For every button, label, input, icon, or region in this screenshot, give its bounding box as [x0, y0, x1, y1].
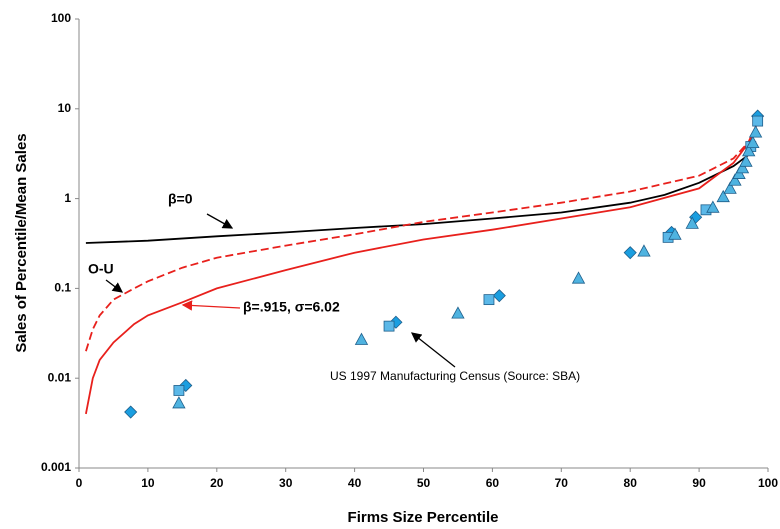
square-point	[173, 385, 185, 396]
annotation-arrow	[410, 332, 456, 368]
curve	[85, 149, 755, 244]
x-tick-label: 90	[692, 476, 706, 490]
triangle-point	[723, 181, 737, 194]
triangle-point	[748, 125, 763, 138]
x-tick-label: 10	[141, 476, 155, 490]
triangle-point	[668, 227, 682, 240]
y-axis-title: Sales of Percentile/Mean Sales	[13, 133, 30, 352]
triangle-point	[172, 396, 186, 409]
triangle-point	[354, 332, 369, 345]
triangle-point	[706, 200, 720, 213]
x-tick-label: 0	[76, 476, 83, 490]
triangle-point	[716, 189, 730, 203]
annotation-arrow	[206, 213, 234, 229]
triangle-point	[685, 216, 699, 229]
curve	[85, 122, 759, 415]
curve	[85, 135, 755, 352]
square-point	[752, 115, 764, 127]
triangle-point	[746, 135, 760, 149]
triangle-point	[739, 154, 753, 167]
diamond-point	[492, 289, 506, 303]
triangle-point	[742, 144, 756, 157]
x-tick-label: 20	[210, 476, 224, 490]
diamond-point	[623, 246, 637, 260]
y-tick-label: 10	[58, 101, 72, 115]
y-tick-label: 0.1	[54, 281, 71, 295]
y-tick-label: 0.001	[41, 460, 71, 474]
x-tick-label: 70	[555, 476, 569, 490]
y-tick-label: 1	[64, 191, 71, 205]
square-point	[383, 320, 395, 332]
diamond-point	[124, 405, 138, 419]
diamond-point	[179, 378, 193, 393]
annotation: β=.915, σ=6.02	[243, 299, 340, 315]
annotation-arrow	[105, 279, 124, 293]
triangle-point	[637, 244, 651, 257]
x-tick-label: 30	[279, 476, 293, 490]
x-tick-label: 60	[486, 476, 500, 490]
y-tick-label: 0.01	[48, 370, 72, 384]
x-tick-label: 100	[758, 476, 778, 490]
annotation: O-U	[88, 261, 114, 277]
annotation: US 1997 Manufacturing Census (Source: SB…	[330, 369, 580, 383]
x-tick-label: 80	[624, 476, 638, 490]
triangle-point	[451, 306, 465, 319]
triangle-point	[571, 271, 586, 284]
triangle-point	[728, 173, 742, 186]
y-tick-label: 100	[51, 11, 71, 25]
x-tick-label: 50	[417, 476, 431, 490]
x-axis-title: Firms Size Percentile	[348, 509, 499, 526]
triangle-point	[735, 161, 750, 174]
square-point	[483, 294, 495, 306]
annotation-arrow	[181, 300, 241, 311]
annotation: β=0	[168, 191, 193, 207]
x-tick-label: 40	[348, 476, 362, 490]
